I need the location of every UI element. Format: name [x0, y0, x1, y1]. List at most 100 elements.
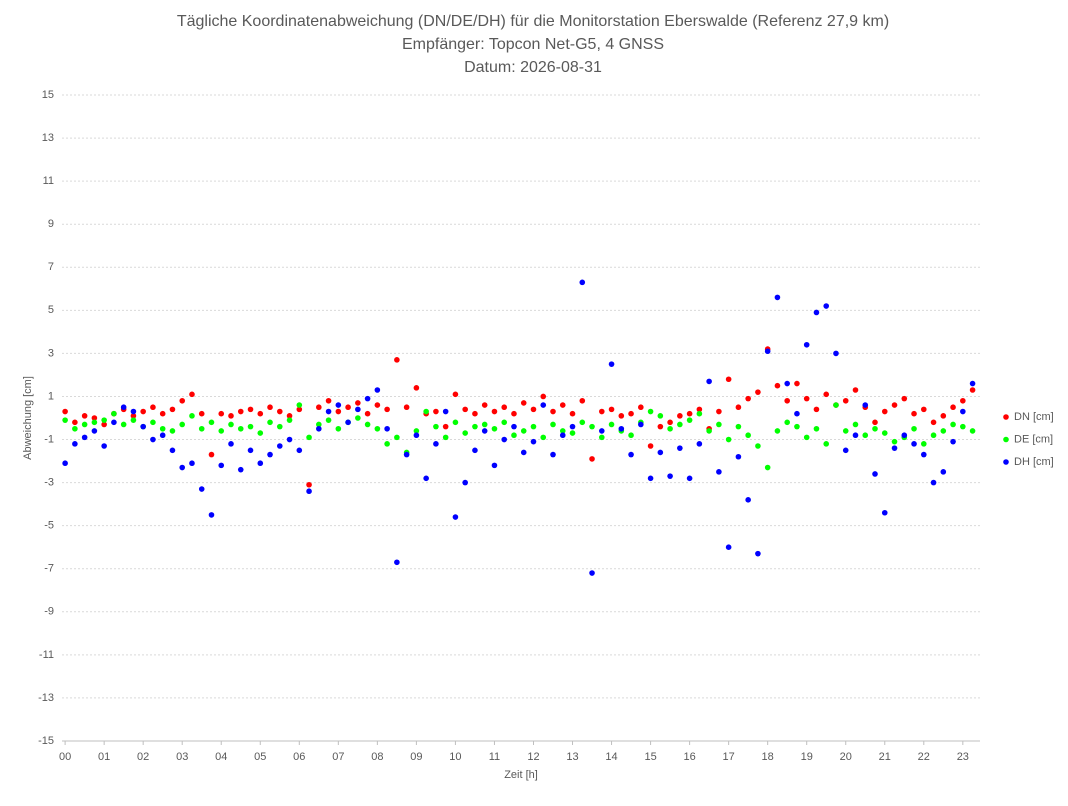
- data-point: [452, 419, 459, 426]
- data-point: [598, 428, 605, 434]
- x-tick-label: 00: [59, 751, 71, 763]
- data-point: [716, 421, 722, 428]
- data-point: [462, 479, 468, 486]
- data-point: [286, 417, 293, 423]
- data-point: [296, 406, 303, 413]
- data-point: [716, 469, 722, 475]
- data-point: [842, 397, 849, 404]
- data-point: [384, 406, 390, 413]
- data-point: [345, 419, 351, 426]
- data-point: [150, 419, 156, 426]
- data-point: [91, 415, 98, 421]
- data-point: [208, 451, 215, 458]
- data-point: [745, 432, 751, 439]
- data-point: [81, 413, 88, 419]
- data-point: [872, 419, 878, 426]
- data-point: [940, 413, 947, 419]
- data-point: [345, 404, 351, 411]
- data-point: [325, 397, 332, 404]
- data-point: [891, 402, 898, 408]
- y-tick-label: 5: [48, 304, 54, 316]
- data-point: [881, 509, 888, 516]
- y-tick-label: -13: [38, 692, 54, 704]
- data-point: [520, 449, 527, 456]
- data-point: [481, 428, 488, 434]
- data-point: [920, 406, 927, 413]
- data-point: [335, 425, 342, 432]
- data-point: [764, 464, 771, 471]
- data-point: [628, 410, 634, 417]
- data-point: [872, 425, 878, 432]
- data-point: [638, 421, 644, 428]
- data-point: [374, 402, 381, 408]
- data-point: [657, 413, 664, 419]
- data-point: [667, 473, 673, 479]
- x-tick-label: 22: [918, 751, 930, 763]
- data-point: [842, 447, 849, 454]
- data-point: [491, 408, 498, 415]
- legend-marker: [1003, 414, 1009, 420]
- data-point: [969, 428, 976, 434]
- data-point: [189, 413, 195, 419]
- y-tick-label: -11: [39, 649, 54, 661]
- y-tick-label: 15: [42, 89, 54, 101]
- data-point: [813, 425, 820, 432]
- data-point: [647, 475, 654, 482]
- x-tick-label: 18: [762, 751, 774, 763]
- data-point: [803, 395, 810, 402]
- data-point: [452, 514, 459, 520]
- data-point: [179, 421, 186, 428]
- data-point: [618, 425, 625, 432]
- data-point: [491, 462, 498, 469]
- data-point: [657, 423, 664, 430]
- chart-subtitle: Empfänger: Topcon Net-G5, 4 GNSS: [402, 36, 664, 53]
- y-tick-label: 11: [43, 175, 54, 187]
- data-point: [481, 421, 488, 428]
- data-point: [306, 488, 312, 495]
- data-point: [413, 432, 420, 439]
- data-point: [325, 417, 332, 423]
- y-tick-label: -7: [44, 563, 54, 575]
- data-point: [520, 428, 527, 434]
- data-point: [716, 408, 722, 415]
- data-point: [589, 570, 595, 576]
- data-point: [81, 421, 88, 428]
- data-point: [384, 425, 390, 432]
- x-tick-label: 01: [98, 751, 110, 763]
- data-point: [423, 475, 429, 482]
- data-point: [911, 410, 917, 417]
- data-point: [960, 397, 966, 404]
- data-point: [237, 425, 244, 432]
- data-point: [62, 460, 68, 467]
- data-point: [335, 408, 342, 415]
- data-point: [550, 408, 556, 415]
- data-point: [696, 406, 703, 413]
- data-point: [735, 404, 742, 411]
- x-tick-label: 17: [723, 751, 735, 763]
- data-point: [228, 441, 234, 447]
- data-point: [940, 469, 947, 475]
- data-point: [159, 425, 166, 432]
- data-point: [696, 441, 703, 447]
- data-point: [881, 408, 888, 415]
- data-point: [267, 404, 273, 411]
- data-point: [501, 419, 508, 426]
- data-point: [559, 428, 566, 434]
- x-tick-label: 04: [215, 751, 227, 763]
- data-point: [755, 443, 761, 449]
- data-point: [784, 397, 790, 404]
- data-point: [950, 421, 956, 428]
- data-point: [120, 404, 127, 411]
- data-point: [257, 410, 264, 417]
- data-point: [72, 419, 78, 426]
- data-point: [179, 464, 186, 471]
- x-tick-label: 03: [176, 751, 188, 763]
- x-tick-label: 10: [449, 751, 461, 763]
- x-tick-label: 12: [527, 751, 539, 763]
- data-point: [745, 497, 751, 503]
- data-point: [667, 419, 673, 426]
- data-point: [462, 406, 468, 413]
- y-tick-label: -15: [38, 735, 54, 747]
- data-point: [442, 423, 449, 430]
- data-point: [735, 423, 742, 430]
